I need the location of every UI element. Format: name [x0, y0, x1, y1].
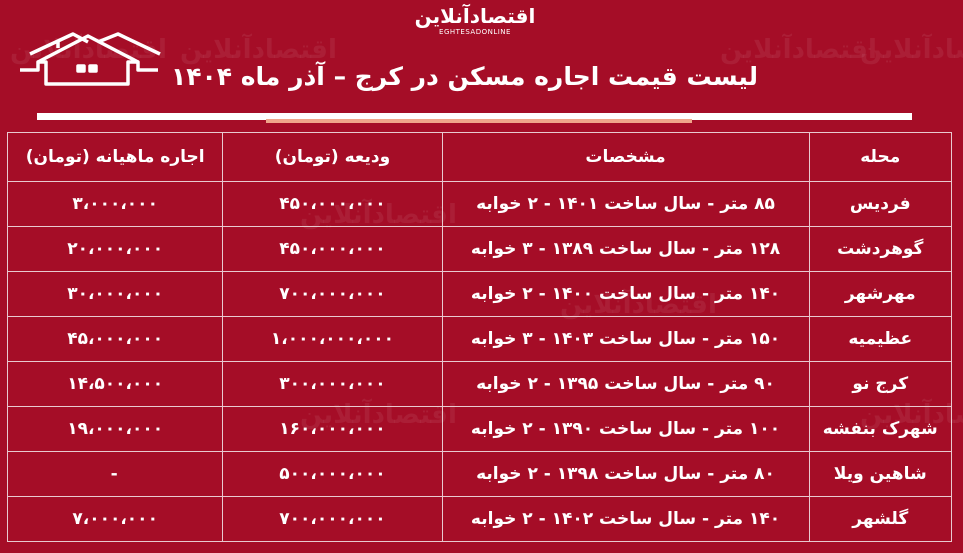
- rent-price-table: محله مشخصات ودیعه (تومان) اجاره ماهیانه …: [6, 132, 952, 542]
- cell-specs: ۸۰ متر - سال ساخت ۱۳۹۸ - ۲ خوابه: [441, 451, 810, 497]
- cell-deposit: ۷۰۰،۰۰۰،۰۰۰: [222, 271, 443, 317]
- header-area: محله: [808, 132, 952, 182]
- logo-text-fa: اقتصادآنلاین: [414, 4, 536, 28]
- table-row: کرج نو ۹۰ متر - سال ساخت ۱۳۹۵ - ۲ خوابه ۳۰…: [6, 361, 952, 407]
- cell-deposit: ۱۶۰،۰۰۰،۰۰۰: [222, 406, 443, 452]
- cell-area: عظیمیه: [808, 316, 952, 362]
- cell-area: شاهین ویلا: [808, 451, 952, 497]
- cell-rent: ۴۵،۰۰۰،۰۰۰: [6, 316, 224, 362]
- header-deposit: ودیعه (تومان): [222, 132, 443, 182]
- cell-deposit: ۱،۰۰۰،۰۰۰،۰۰۰: [222, 316, 443, 362]
- house-icon: [20, 32, 161, 86]
- table-row: عظیمیه ۱۵۰ متر - سال ساخت ۱۴۰۳ - ۳ خوابه ۱…: [6, 316, 952, 362]
- page-title: لیست قیمت اجاره مسکن در کرج – آذر ماه ۱۴…: [171, 62, 758, 91]
- cell-specs-text: ۱۲۸ متر - سال ساخت ۱۳۸۹ - ۳ خوابه: [470, 239, 781, 259]
- cell-specs-text: ۱۰۰ متر - سال ساخت ۱۳۹۰ - ۲ خوابه: [470, 419, 781, 439]
- cell-area-text: شاهین ویلا: [833, 464, 927, 484]
- cell-specs: ۱۵۰ متر - سال ساخت ۱۴۰۳ - ۳ خوابه: [441, 316, 810, 362]
- cell-specs: ۱۴۰ متر - سال ساخت ۱۴۰۰ - ۲ خوابه: [441, 271, 810, 317]
- cell-specs: ۹۰ متر - سال ساخت ۱۳۹۵ - ۲ خوابه: [441, 361, 810, 407]
- logo-text-en: EGHTESADONLINE: [439, 28, 511, 36]
- cell-rent-text: ۲۰،۰۰۰،۰۰۰: [67, 239, 164, 259]
- cell-area: گوهردشت: [808, 226, 952, 272]
- table-header-row: محله مشخصات ودیعه (تومان) اجاره ماهیانه …: [6, 132, 952, 182]
- cell-specs-text: ۱۴۰ متر - سال ساخت ۱۴۰۰ - ۲ خوابه: [470, 284, 781, 304]
- cell-deposit-text: ۷۰۰،۰۰۰،۰۰۰: [279, 284, 386, 304]
- brand-logo: اقتصادآنلاین EGHTESADONLINE: [405, 4, 545, 36]
- table-row: گلشهر ۱۴۰ متر - سال ساخت ۱۴۰۲ - ۲ خوابه ۷۰…: [6, 496, 952, 542]
- cell-rent-text: ۱۴،۵۰۰،۰۰۰: [67, 374, 164, 394]
- title-divider: [37, 113, 912, 120]
- cell-specs-text: ۹۰ متر - سال ساخت ۱۳۹۵ - ۲ خوابه: [476, 374, 775, 394]
- cell-area-text: عظیمیه: [848, 329, 913, 349]
- cell-deposit: ۴۵۰،۰۰۰،۰۰۰: [222, 181, 443, 227]
- cell-area-text: مهرشهر: [844, 284, 916, 304]
- table-row: شاهین ویلا ۸۰ متر - سال ساخت ۱۳۹۸ - ۲ خوا…: [6, 451, 952, 497]
- cell-specs: ۱۴۰ متر - سال ساخت ۱۴۰۲ - ۲ خوابه: [441, 496, 810, 542]
- cell-rent: ۳۰،۰۰۰،۰۰۰: [6, 271, 224, 317]
- cell-specs-text: ۱۵۰ متر - سال ساخت ۱۴۰۳ - ۳ خوابه: [470, 329, 781, 349]
- cell-specs: ۸۵ متر - سال ساخت ۱۴۰۱ - ۲ خوابه: [441, 181, 810, 227]
- table-row: شهرک بنفشه ۱۰۰ متر - سال ساخت ۱۳۹۰ - ۲ خو…: [6, 406, 952, 452]
- cell-rent: ۷،۰۰۰،۰۰۰: [6, 496, 224, 542]
- cell-specs-text: ۱۴۰ متر - سال ساخت ۱۴۰۲ - ۲ خوابه: [470, 509, 781, 529]
- cell-rent: ۱۹،۰۰۰،۰۰۰: [6, 406, 224, 452]
- cell-rent: ۳،۰۰۰،۰۰۰: [6, 181, 224, 227]
- cell-area: شهرک بنفشه: [808, 406, 952, 452]
- cell-deposit: ۵۰۰،۰۰۰،۰۰۰: [222, 451, 443, 497]
- cell-deposit-text: ۴۵۰،۰۰۰،۰۰۰: [279, 194, 386, 214]
- cell-deposit: ۳۰۰،۰۰۰،۰۰۰: [222, 361, 443, 407]
- cell-specs-text: ۸۵ متر - سال ساخت ۱۴۰۱ - ۲ خوابه: [476, 194, 775, 214]
- cell-rent-text: ۱۹،۰۰۰،۰۰۰: [67, 419, 164, 439]
- watermark: اقتصادآنلاین: [720, 35, 877, 65]
- watermark: اقتصادآنلاین: [180, 35, 337, 65]
- header-specs: مشخصات: [441, 132, 810, 182]
- cell-deposit: ۷۰۰،۰۰۰،۰۰۰: [222, 496, 443, 542]
- cell-area: مهرشهر: [808, 271, 952, 317]
- cell-rent-text: ۳،۰۰۰،۰۰۰: [72, 194, 158, 214]
- cell-area: کرج نو: [808, 361, 952, 407]
- cell-rent: ۲۰،۰۰۰،۰۰۰: [6, 226, 224, 272]
- cell-rent: -: [6, 451, 224, 497]
- cell-specs-text: ۸۰ متر - سال ساخت ۱۳۹۸ - ۲ خوابه: [476, 464, 775, 484]
- cell-rent-text: -: [110, 464, 120, 484]
- cell-deposit-text: ۱۶۰،۰۰۰،۰۰۰: [279, 419, 386, 439]
- cell-area: فردیس: [808, 181, 952, 227]
- cell-deposit-text: ۵۰۰،۰۰۰،۰۰۰: [279, 464, 386, 484]
- cell-rent-text: ۴۵،۰۰۰،۰۰۰: [67, 329, 164, 349]
- table-row: مهرشهر ۱۴۰ متر - سال ساخت ۱۴۰۰ - ۲ خوابه ۷…: [6, 271, 952, 317]
- cell-area-text: شهرک بنفشه: [822, 419, 938, 439]
- cell-area-text: گلشهر: [852, 509, 909, 529]
- watermark: اقتصادآنلاین: [860, 35, 963, 65]
- cell-deposit-text: ۴۵۰،۰۰۰،۰۰۰: [279, 239, 386, 259]
- cell-area: گلشهر: [808, 496, 952, 542]
- header-rent: اجاره ماهیانه (تومان): [6, 132, 224, 182]
- cell-specs: ۱۲۸ متر - سال ساخت ۱۳۸۹ - ۳ خوابه: [441, 226, 810, 272]
- table-row: فردیس ۸۵ متر - سال ساخت ۱۴۰۱ - ۲ خوابه ۴۵۰…: [6, 181, 952, 227]
- cell-deposit: ۴۵۰،۰۰۰،۰۰۰: [222, 226, 443, 272]
- cell-rent-text: ۷،۰۰۰،۰۰۰: [72, 509, 158, 529]
- title-accent-line: [266, 119, 692, 123]
- cell-area-text: گوهردشت: [837, 239, 924, 259]
- table-row: گوهردشت ۱۲۸ متر - سال ساخت ۱۳۸۹ - ۳ خوابه…: [6, 226, 952, 272]
- cell-specs: ۱۰۰ متر - سال ساخت ۱۳۹۰ - ۲ خوابه: [441, 406, 810, 452]
- cell-deposit-text: ۳۰۰،۰۰۰،۰۰۰: [279, 374, 386, 394]
- cell-rent: ۱۴،۵۰۰،۰۰۰: [6, 361, 224, 407]
- cell-rent-text: ۳۰،۰۰۰،۰۰۰: [67, 284, 164, 304]
- cell-area-text: کرج نو: [852, 374, 909, 394]
- cell-deposit-text: ۱،۰۰۰،۰۰۰،۰۰۰: [270, 329, 395, 349]
- cell-deposit-text: ۷۰۰،۰۰۰،۰۰۰: [279, 509, 386, 529]
- cell-area-text: فردیس: [849, 194, 911, 214]
